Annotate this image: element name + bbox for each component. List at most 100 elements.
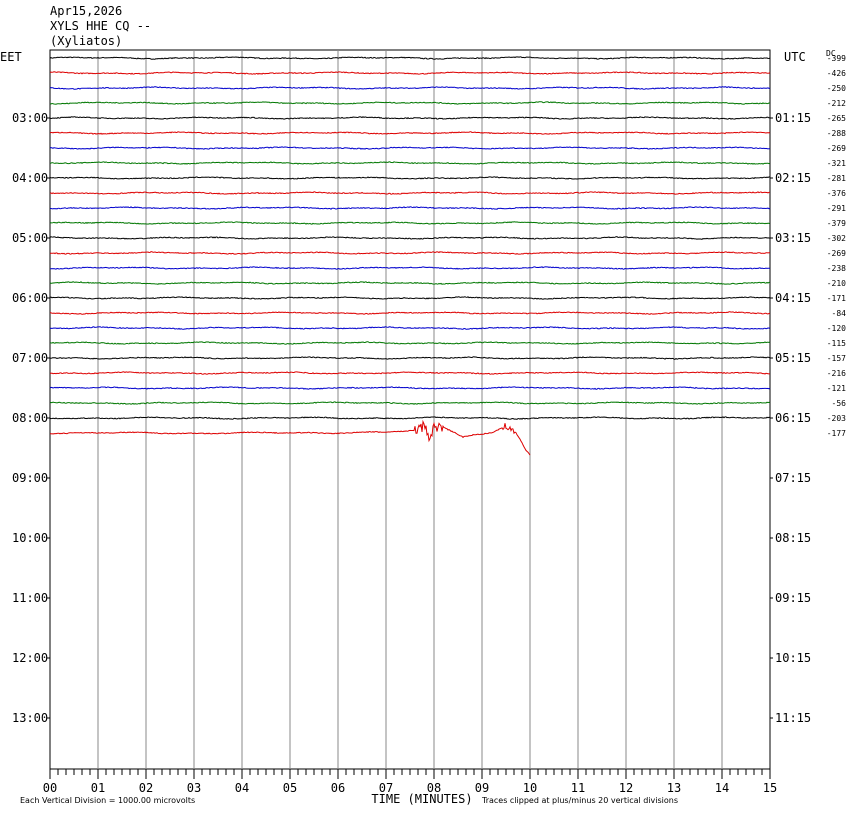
dc-offset-label: -321 [827,159,846,168]
x-tick-label: 14 [715,781,729,795]
trace-line [49,251,771,255]
right-hour-label: 10:15 [775,651,811,665]
left-hour-label: 07:00 [12,351,48,365]
trace-line [49,161,771,165]
dc-offset-label: -210 [827,279,846,288]
dc-offset-label: -212 [827,99,846,108]
station-label: XYLS HHE CQ -- [50,19,152,33]
trace-line [50,341,771,345]
x-tick-label: 03 [187,781,201,795]
trace-line [49,311,771,315]
right-hour-label: 09:15 [775,591,811,605]
right-hour-label: 05:15 [775,351,811,365]
left-hour-label: 09:00 [12,471,48,485]
x-tick-label: 10 [523,781,537,795]
right-hour-label: 06:15 [775,411,811,425]
left-zone-label: EET [0,50,22,64]
right-hour-label: 03:15 [775,231,811,245]
left-hour-label: 11:00 [12,591,48,605]
vertical-scale-note: Each Vertical Division = 1000.00 microvo… [20,796,195,805]
trace-line [49,176,771,180]
left-hour-label: 03:00 [12,111,48,125]
dc-offset-label: -216 [827,369,846,378]
chart-header: Apr15,2026 XYLS HHE CQ -- (Xyliatos) [50,4,151,49]
dc-offset-label: -115 [827,339,846,348]
trace-line [50,371,771,375]
trace-line [49,266,771,270]
trace-line [49,191,771,195]
dc-offset-label: -84 [832,309,847,318]
dc-offset-label: -265 [827,114,846,123]
dc-offset-label: -302 [827,234,846,243]
trace-line [49,386,771,390]
trace-line [50,206,771,210]
x-tick-label: 15 [763,781,777,795]
trace-line [49,296,771,300]
trace-line [49,236,771,240]
dc-offset-label: -250 [827,84,846,93]
x-tick-label: 01 [91,781,105,795]
dc-offset-label: -269 [827,144,846,153]
x-tick-label: 04 [235,781,249,795]
x-tick-label: 00 [43,781,57,795]
left-hour-label: 06:00 [12,291,48,305]
location-label: (Xyliatos) [50,34,123,48]
dc-offset-label: -203 [827,414,846,423]
dc-offset-label: -269 [827,249,846,258]
trace-line [49,221,771,225]
left-hour-label: 10:00 [12,531,48,545]
dc-offset-label: -288 [827,129,846,138]
left-hour-label: 04:00 [12,171,48,185]
dc-offset-label: -171 [827,294,846,303]
trace-line [49,401,771,405]
trace-line [49,71,771,75]
x-tick-label: 02 [139,781,153,795]
trace-line [49,101,770,105]
dc-offset-label: -121 [827,384,846,393]
x-tick-label: 13 [667,781,681,795]
x-axis-title: TIME (MINUTES) [371,792,472,806]
plot-frame [49,49,771,770]
dc-offset-label: -177 [827,429,846,438]
dc-offset-label: -157 [827,354,846,363]
clipping-note: Traces clipped at plus/minus 20 vertical… [481,796,678,805]
dc-offset-label: -291 [827,204,846,213]
dc-offset-label: -426 [827,69,846,78]
x-tick-label: 06 [331,781,345,795]
right-hour-label: 11:15 [775,711,811,725]
trace-line [49,146,771,150]
dc-offset-label: -376 [827,189,846,198]
right-hour-label: 01:15 [775,111,811,125]
x-tick-label: 07 [379,781,393,795]
dc-offset-label: -379 [827,219,846,228]
left-hour-label: 05:00 [12,231,48,245]
dc-offset-label: -56 [832,399,847,408]
left-hour-label: 12:00 [12,651,48,665]
trace-line [49,416,771,420]
dc-offset-label: -399 [827,54,846,63]
x-tick-label: 12 [619,781,633,795]
x-tick-label: 09 [475,781,489,795]
x-tick-label: 08 [427,781,441,795]
trace-line [50,419,531,456]
x-tick-label: 05 [283,781,297,795]
dc-offset-label: -281 [827,174,846,183]
trace-line [49,86,771,90]
right-hour-label: 02:15 [775,171,811,185]
trace-line [49,56,771,60]
dc-label: DC [826,49,836,58]
right-hour-label: 08:15 [775,531,811,545]
date-label: Apr15,2026 [50,4,123,18]
trace-line [49,326,771,330]
trace-line [49,281,770,285]
trace-line [49,356,771,360]
right-zone-label: UTC [784,50,806,64]
x-tick-label: 11 [571,781,585,795]
left-hour-label: 08:00 [12,411,48,425]
right-hour-label: 07:15 [775,471,811,485]
trace-line [49,116,771,120]
dc-offset-label: -238 [827,264,846,273]
right-hour-label: 04:15 [775,291,811,305]
trace-line [49,131,771,135]
